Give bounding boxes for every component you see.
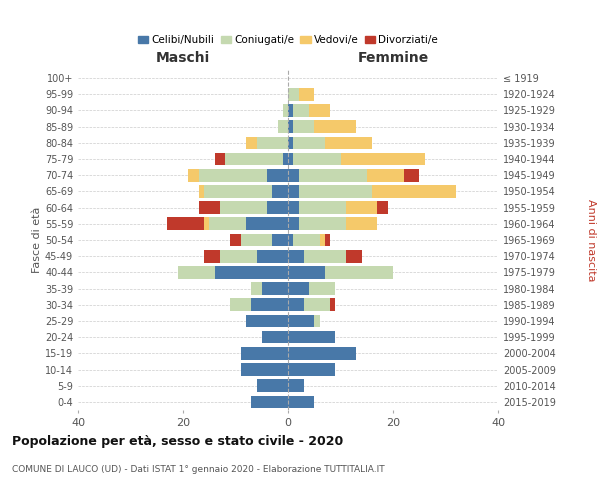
Bar xyxy=(309,282,335,295)
Bar xyxy=(372,185,456,198)
Bar xyxy=(241,363,288,376)
Bar xyxy=(299,169,367,181)
Bar xyxy=(288,282,309,295)
Bar xyxy=(288,331,335,344)
Bar xyxy=(325,266,393,278)
Bar xyxy=(293,152,341,166)
Bar xyxy=(288,136,293,149)
Bar xyxy=(257,380,288,392)
Bar xyxy=(199,185,204,198)
Bar xyxy=(283,104,288,117)
Bar xyxy=(293,136,325,149)
Bar xyxy=(267,202,288,214)
Bar xyxy=(204,218,209,230)
Bar xyxy=(304,250,346,262)
Bar xyxy=(288,202,299,214)
Bar xyxy=(309,104,330,117)
Bar xyxy=(262,282,288,295)
Bar xyxy=(325,234,330,246)
Bar xyxy=(246,136,257,149)
Bar xyxy=(299,88,314,101)
Bar xyxy=(277,120,288,133)
Bar xyxy=(204,250,220,262)
Bar xyxy=(209,218,246,230)
Bar xyxy=(272,185,288,198)
Bar xyxy=(167,218,204,230)
Bar xyxy=(246,314,288,328)
Bar xyxy=(220,250,257,262)
Bar xyxy=(188,169,199,181)
Bar xyxy=(288,218,299,230)
Bar xyxy=(320,234,325,246)
Bar xyxy=(325,136,372,149)
Bar xyxy=(288,120,293,133)
Bar xyxy=(199,169,267,181)
Bar xyxy=(288,363,335,376)
Bar xyxy=(220,202,267,214)
Bar xyxy=(293,120,314,133)
Bar xyxy=(288,88,299,101)
Bar xyxy=(288,152,293,166)
Bar xyxy=(346,250,361,262)
Bar xyxy=(314,120,356,133)
Bar xyxy=(241,234,272,246)
Text: COMUNE DI LAUCO (UD) - Dati ISTAT 1° gennaio 2020 - Elaborazione TUTTITALIA.IT: COMUNE DI LAUCO (UD) - Dati ISTAT 1° gen… xyxy=(12,465,385,474)
Bar xyxy=(293,104,309,117)
Bar xyxy=(230,298,251,311)
Bar xyxy=(215,266,288,278)
Bar xyxy=(341,152,425,166)
Bar xyxy=(204,185,272,198)
Bar xyxy=(246,218,288,230)
Bar xyxy=(330,298,335,311)
Bar xyxy=(272,234,288,246)
Bar xyxy=(404,169,419,181)
Bar xyxy=(251,282,262,295)
Bar xyxy=(288,314,314,328)
Bar xyxy=(314,314,320,328)
Bar xyxy=(288,380,304,392)
Bar xyxy=(299,218,346,230)
Bar xyxy=(257,136,288,149)
Bar xyxy=(288,185,299,198)
Bar xyxy=(251,298,288,311)
Bar xyxy=(304,298,330,311)
Bar xyxy=(288,250,304,262)
Bar xyxy=(299,202,346,214)
Bar xyxy=(178,266,215,278)
Bar xyxy=(293,234,320,246)
Bar xyxy=(346,202,377,214)
Bar xyxy=(199,202,220,214)
Bar xyxy=(288,169,299,181)
Bar xyxy=(283,152,288,166)
Y-axis label: Fasce di età: Fasce di età xyxy=(32,207,42,273)
Bar xyxy=(299,185,372,198)
Legend: Celibi/Nubili, Coniugati/e, Vedovi/e, Divorziati/e: Celibi/Nubili, Coniugati/e, Vedovi/e, Di… xyxy=(134,31,442,50)
Bar xyxy=(215,152,225,166)
Bar xyxy=(367,169,404,181)
Bar xyxy=(346,218,377,230)
Bar xyxy=(288,234,293,246)
Bar xyxy=(251,396,288,408)
Text: Femmine: Femmine xyxy=(358,51,428,65)
Text: Anni di nascita: Anni di nascita xyxy=(586,198,596,281)
Bar xyxy=(377,202,388,214)
Bar xyxy=(262,331,288,344)
Bar xyxy=(267,169,288,181)
Bar xyxy=(288,347,356,360)
Text: Popolazione per età, sesso e stato civile - 2020: Popolazione per età, sesso e stato civil… xyxy=(12,435,343,448)
Bar xyxy=(257,250,288,262)
Bar xyxy=(288,266,325,278)
Text: Maschi: Maschi xyxy=(156,51,210,65)
Bar xyxy=(230,234,241,246)
Bar xyxy=(241,347,288,360)
Bar xyxy=(288,396,314,408)
Bar xyxy=(225,152,283,166)
Bar xyxy=(288,104,293,117)
Bar xyxy=(288,298,304,311)
